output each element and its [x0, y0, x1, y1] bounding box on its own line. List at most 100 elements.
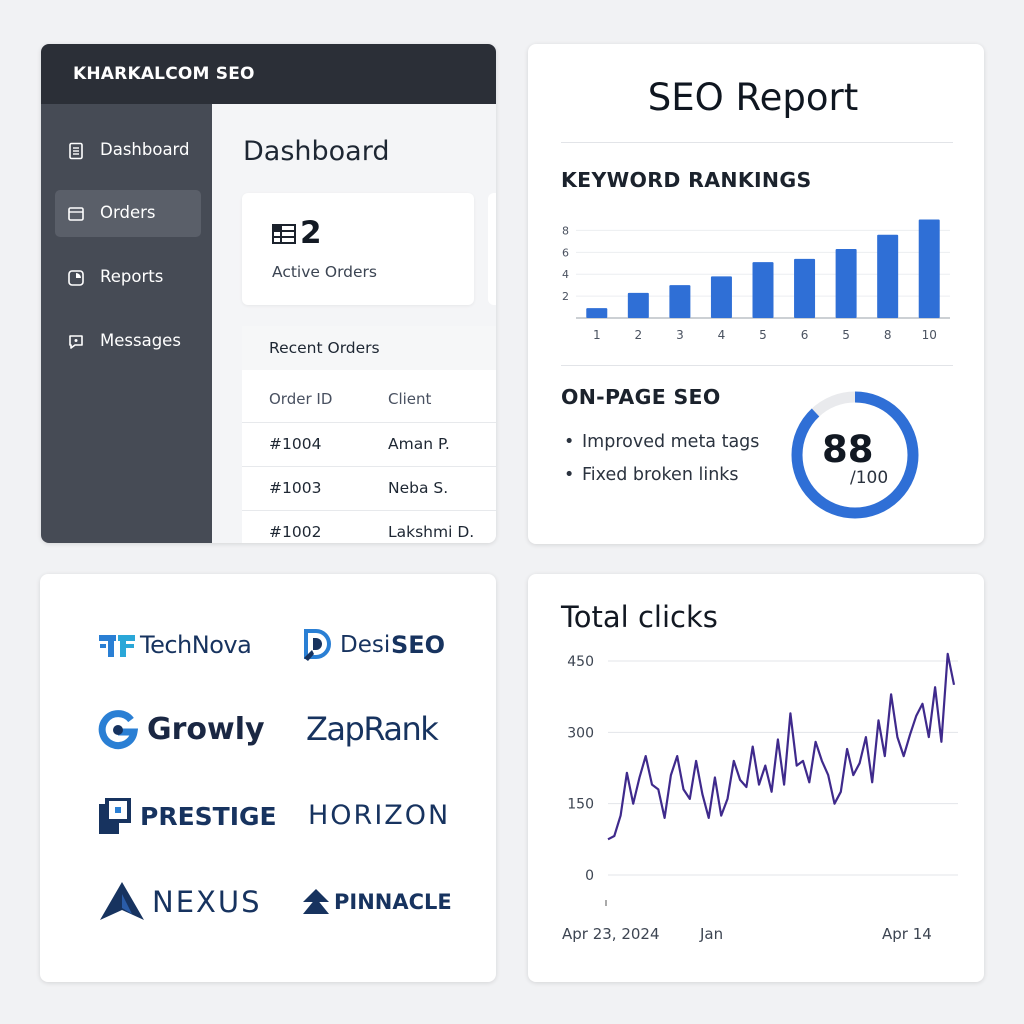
x-tick-label: 3: [676, 328, 684, 342]
divider: [561, 365, 953, 366]
x-tick-label: 5: [759, 328, 767, 342]
x-tick-label: 5: [842, 328, 850, 342]
y-tick-label: 0: [585, 868, 594, 884]
y-tick-label: 6: [562, 246, 569, 259]
bar: [918, 219, 940, 318]
chat-icon: [69, 335, 83, 349]
logo-text: NEXUS: [152, 885, 262, 919]
bar: [835, 249, 857, 318]
total-clicks-chart: 0 150 300 450 Apr 23, 2024 Jan Apr 14: [562, 652, 958, 943]
bar: [752, 262, 774, 318]
table-row[interactable]: #1002 Lakshmi D.: [242, 510, 496, 543]
pie-chart-icon: [68, 270, 84, 286]
order-id: #1004: [269, 435, 322, 453]
seo-score-gauge: [791, 391, 919, 519]
logo-text: TechNova: [140, 631, 252, 659]
x-tick-label: 8: [884, 328, 892, 342]
x-tick-label: 6: [801, 328, 809, 342]
sidebar-item-label: Orders: [100, 203, 156, 222]
bar: [669, 285, 691, 318]
list-item: Fixed broken links: [564, 465, 739, 485]
bullet-text: Fixed broken links: [582, 465, 739, 485]
order-id: #1003: [269, 479, 322, 497]
nexus-logo: NEXUS: [98, 880, 278, 922]
y-tick-label: 2: [562, 290, 569, 303]
x-tick-label: 2: [635, 328, 643, 342]
client-name: Aman P.: [388, 435, 450, 453]
recent-orders-title: Recent Orders: [269, 339, 380, 357]
sidebar-item-dashboard[interactable]: Dashboard: [55, 127, 201, 174]
y-tick-label: 8: [562, 224, 569, 237]
sidebar-item-messages[interactable]: Messages: [55, 318, 201, 365]
dashboard-panel: KHARKALCOM SEO Dashboard Orders Reports …: [41, 44, 496, 543]
stat-label: Active Orders: [272, 263, 377, 281]
dashboard-main: Dashboard 2 Active Orders Recent Orders …: [212, 104, 496, 543]
logo-text: PINNACLE: [334, 890, 452, 914]
list-item: Improved meta tags: [564, 432, 759, 452]
client-name: Neba S.: [388, 479, 449, 497]
table-row[interactable]: #1003 Neba S.: [242, 466, 496, 510]
chart-title: Total clicks: [561, 600, 718, 634]
x-tick-label: Jan: [699, 925, 723, 943]
y-tick-label: 450: [567, 654, 594, 670]
sidebar-item-reports[interactable]: Reports: [55, 254, 201, 301]
gauge-fill: [791, 391, 919, 519]
y-tick-label: 300: [567, 725, 594, 741]
report-title: SEO Report: [647, 76, 859, 119]
order-id: #1002: [269, 523, 322, 541]
sidebar-item-label: Messages: [100, 331, 181, 350]
x-tick-label: 4: [718, 328, 726, 342]
pinnacle-logo: PINNACLE: [302, 886, 472, 920]
on-page-seo-heading: ON-PAGE SEO: [561, 385, 721, 409]
logo-text: PRESTIGE: [140, 802, 277, 831]
table-row[interactable]: #1004 Aman P.: [242, 422, 496, 466]
keyword-rankings-chart: 2 4 6 8 1 2 3 4 5 6 5 8 10: [562, 219, 950, 342]
desiseo-logo: Desi SEO: [302, 628, 462, 664]
stat-card-partial: [488, 193, 496, 305]
growly-mark-icon: [98, 710, 138, 750]
pinnacle-mark-icon: [303, 889, 329, 914]
prestige-mark-icon: [99, 798, 131, 834]
bar: [794, 258, 816, 318]
bullet-text: Improved meta tags: [582, 432, 760, 452]
sidebar-item-orders[interactable]: Orders: [55, 190, 201, 237]
technova-logo: TechNova: [98, 630, 278, 662]
logo-text: HORIZON: [308, 800, 451, 831]
x-tick-label: Apr 23, 2024: [562, 925, 660, 943]
total-clicks-panel: Total clicks 0 150 300 450 Apr 23, 2024 Jan Ap…: [528, 574, 984, 982]
table-header: Recent Orders: [242, 326, 496, 370]
y-tick-label: 150: [567, 797, 594, 813]
x-tick-label: 1: [593, 328, 601, 342]
brand-name: KHARKALCOM SEO: [73, 64, 255, 84]
prestige-logo: PRESTIGE: [98, 798, 278, 838]
document-icon: [69, 142, 83, 160]
sidebar-item-label: Reports: [100, 267, 164, 286]
seo-report-panel: SEO Report KEYWORD RANKINGS 2 4 6 8 1 2 3 4 5 6 5 8…: [528, 44, 984, 544]
x-tick-label: 10: [922, 328, 937, 342]
folder-icon: [68, 207, 84, 221]
page-title: Dashboard: [243, 136, 390, 167]
sidebar: Dashboard Orders Reports Messages: [41, 104, 212, 543]
logo-text: Growly: [147, 712, 265, 747]
clicks-series-line: [607, 652, 956, 841]
logo-text: Desi: [340, 632, 391, 658]
client-name: Lakshmi D.: [388, 523, 475, 541]
bar: [710, 276, 732, 318]
growly-logo: Growly: [98, 710, 278, 750]
active-orders-card[interactable]: 2 Active Orders: [242, 193, 474, 305]
column-header-order-id: Order ID: [269, 390, 333, 408]
orders-grid-icon: [272, 224, 296, 244]
seo-score-max: /100: [850, 468, 889, 488]
y-tick-label: 4: [562, 268, 569, 281]
recent-orders-table: Recent Orders Order ID Client #1004 Aman…: [242, 326, 496, 543]
client-logos-panel: TechNova Desi SEO Growly ZapRank PRESTIG…: [40, 574, 496, 982]
bar: [586, 308, 608, 318]
nexus-mark-icon: [100, 882, 144, 920]
keyword-rankings-heading: KEYWORD RANKINGS: [561, 168, 812, 192]
x-tick-label: Apr 14: [882, 925, 932, 943]
stat-value: 2: [300, 215, 322, 251]
top-bar: KHARKALCOM SEO: [41, 44, 496, 104]
divider: [561, 142, 953, 143]
desiseo-mark-icon: [304, 629, 331, 661]
zaprank-logo: ZapRank: [306, 710, 466, 750]
